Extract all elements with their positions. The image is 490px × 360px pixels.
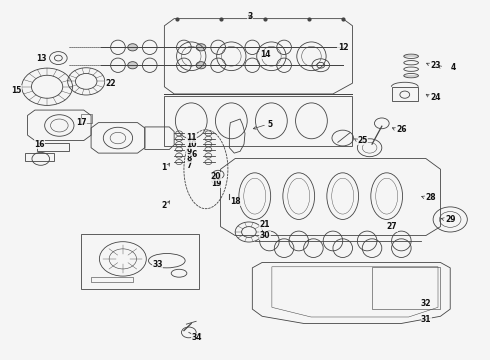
Text: 12: 12 (338, 43, 348, 52)
Text: 20: 20 (211, 172, 221, 181)
Bar (81, 234, 198, 289)
Text: 24: 24 (431, 93, 441, 102)
Text: 26: 26 (396, 125, 407, 134)
Text: 22: 22 (106, 79, 116, 88)
Text: 8: 8 (186, 154, 192, 163)
Ellipse shape (196, 62, 206, 69)
Text: 3: 3 (247, 12, 252, 21)
Text: 10: 10 (186, 140, 197, 149)
Text: 31: 31 (421, 315, 431, 324)
Ellipse shape (196, 44, 206, 51)
Text: 5: 5 (267, 120, 272, 129)
Ellipse shape (128, 44, 138, 51)
Text: 1: 1 (162, 163, 167, 172)
Text: 32: 32 (421, 299, 431, 308)
Text: 11: 11 (186, 133, 197, 142)
Text: 28: 28 (426, 193, 437, 202)
Text: 29: 29 (445, 215, 456, 224)
Text: 18: 18 (230, 197, 241, 206)
Text: 7: 7 (186, 161, 192, 170)
Text: 2: 2 (162, 201, 167, 210)
Text: 16: 16 (34, 140, 45, 149)
Text: 23: 23 (431, 61, 441, 70)
Text: 14: 14 (260, 50, 270, 59)
Text: 9: 9 (186, 147, 192, 156)
Text: 17: 17 (76, 118, 87, 127)
Text: 27: 27 (387, 222, 397, 231)
Text: 33: 33 (152, 260, 163, 269)
Text: 6: 6 (191, 150, 196, 159)
Text: 13: 13 (37, 54, 47, 63)
Text: 15: 15 (11, 86, 21, 95)
Text: 21: 21 (260, 220, 270, 229)
Bar (81, 114, 92, 123)
Text: 30: 30 (260, 231, 270, 240)
Text: 34: 34 (191, 333, 202, 342)
Text: 25: 25 (357, 136, 368, 145)
Ellipse shape (128, 62, 138, 69)
Text: 4: 4 (450, 63, 456, 72)
Text: 19: 19 (211, 179, 221, 188)
